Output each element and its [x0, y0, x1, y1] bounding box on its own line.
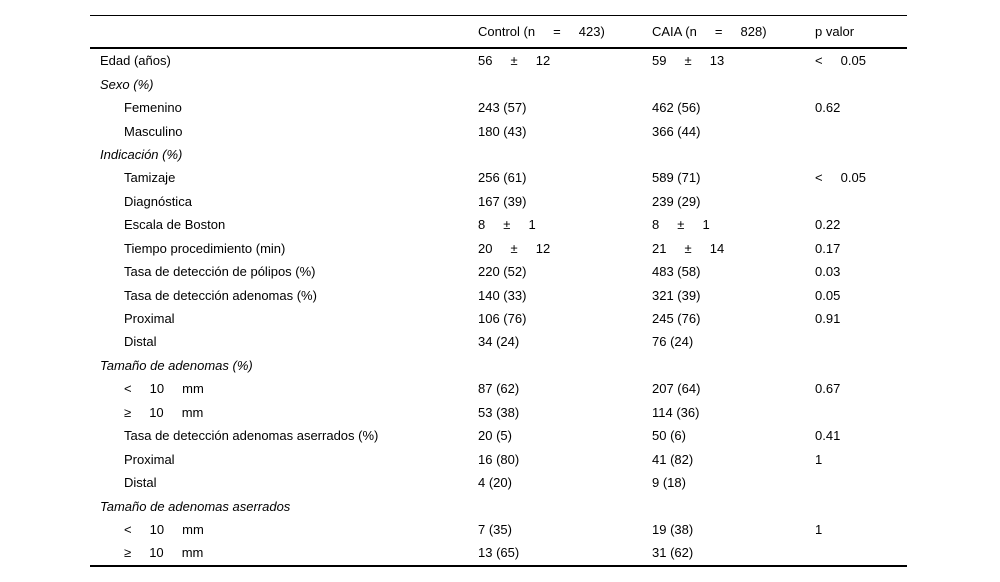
row-label: Indicación (%)	[100, 146, 183, 162]
p-value: 0.67	[815, 381, 841, 397]
row-label: Sexo (%)	[100, 76, 154, 92]
table-row: ≥ 10 mm 13 (65) 31 (62)	[90, 541, 907, 564]
caia-value: 76 (24)	[652, 334, 694, 350]
p-value: 1	[815, 521, 823, 537]
p-value: < 0.05	[815, 170, 866, 186]
table-row: Tamizaje 256 (61) 589 (71) < 0.05	[90, 166, 907, 189]
control-value: 256 (61)	[478, 170, 527, 186]
control-value: 8 ± 1	[478, 217, 536, 233]
control-value: 243 (57)	[478, 100, 527, 116]
row-label: Tamizaje	[124, 170, 176, 186]
table-row: Tamaño de adenomas aserrados	[90, 494, 907, 517]
control-value: 20 ± 12	[478, 240, 551, 256]
table-row: Distal 34 (24) 76 (24)	[90, 330, 907, 353]
caia-value: 589 (71)	[652, 170, 701, 186]
caia-value: 239 (29)	[652, 193, 701, 209]
table-row: Tamaño de adenomas (%)	[90, 354, 907, 377]
row-label: ≥ 10 mm	[124, 545, 204, 561]
table-row: Tasa de detección adenomas aserrados (%)…	[90, 424, 907, 447]
row-label: Tasa de detección adenomas (%)	[124, 287, 317, 303]
row-label: Distal	[124, 475, 157, 491]
row-label: Masculino	[124, 123, 183, 139]
control-value: 87 (62)	[478, 381, 520, 397]
row-label: Escala de Boston	[124, 217, 226, 233]
header-control-column: Control (n = 423)	[478, 24, 605, 39]
control-value: 20 (5)	[478, 428, 512, 444]
header-caia-column: CAIA (n = 828)	[652, 24, 767, 39]
caia-value: 59 ± 13	[652, 53, 725, 69]
control-value: 34 (24)	[478, 334, 520, 350]
row-label: Tamaño de adenomas (%)	[100, 357, 253, 373]
row-label: Tasa de detección adenomas aserrados (%)	[124, 428, 379, 444]
control-value: 180 (43)	[478, 123, 527, 139]
caia-value: 21 ± 14	[652, 240, 725, 256]
table-row: ≥ 10 mm 53 (38) 114 (36)	[90, 401, 907, 424]
control-value: 167 (39)	[478, 193, 527, 209]
control-value: 106 (76)	[478, 311, 527, 327]
caia-value: 462 (56)	[652, 100, 701, 116]
caia-value: 8 ± 1	[652, 217, 710, 233]
row-label: Tamaño de adenomas aserrados	[100, 498, 291, 514]
table-header-row: Control (n = 423) CAIA (n = 828) p valor	[90, 16, 907, 49]
table-row: < 10 mm 87 (62) 207 (64) 0.67	[90, 377, 907, 400]
caia-value: 366 (44)	[652, 123, 701, 139]
p-value: 0.22	[815, 217, 841, 233]
row-label: ≥ 10 mm	[124, 404, 204, 420]
control-value: 53 (38)	[478, 404, 520, 420]
table-row: Tiempo procedimiento (min) 20 ± 12 21 ± …	[90, 237, 907, 260]
row-label: Edad (años)	[100, 53, 171, 69]
p-value: 1	[815, 451, 823, 467]
row-label: Tiempo procedimiento (min)	[124, 240, 286, 256]
p-value: 0.91	[815, 311, 841, 327]
table-row: Distal 4 (20) 9 (18)	[90, 471, 907, 494]
table-row: Edad (años) 56 ± 12 59 ± 13 < 0.05	[90, 49, 907, 72]
caia-value: 19 (38)	[652, 521, 694, 537]
table-body: Edad (años) 56 ± 12 59 ± 13 < 0.05 Sexo …	[90, 49, 907, 565]
table-row: Femenino 243 (57) 462 (56) 0.62	[90, 96, 907, 119]
table-row: < 10 mm 7 (35) 19 (38) 1	[90, 518, 907, 541]
control-value: 16 (80)	[478, 451, 520, 467]
control-value: 140 (33)	[478, 287, 527, 303]
control-value: 13 (65)	[478, 545, 520, 561]
caia-value: 31 (62)	[652, 545, 694, 561]
caia-value: 483 (58)	[652, 264, 701, 280]
table-row: Proximal 16 (80) 41 (82) 1	[90, 447, 907, 470]
caia-value: 50 (6)	[652, 428, 686, 444]
caia-value: 207 (64)	[652, 381, 701, 397]
control-value: 7 (35)	[478, 521, 512, 537]
row-label: Tasa de detección de pólipos (%)	[124, 264, 316, 280]
p-value: 0.03	[815, 264, 841, 280]
control-value: 220 (52)	[478, 264, 527, 280]
table-row: Escala de Boston 8 ± 1 8 ± 1 0.22	[90, 213, 907, 236]
table-row: Diagnóstica 167 (39) 239 (29)	[90, 190, 907, 213]
p-value: 0.62	[815, 100, 841, 116]
caia-value: 41 (82)	[652, 451, 694, 467]
header-p-valor-column: p valor	[815, 24, 855, 39]
row-label: < 10 mm	[124, 521, 204, 537]
p-value: 0.41	[815, 428, 841, 444]
table-row: Masculino 180 (43) 366 (44)	[90, 119, 907, 142]
table-row: Tasa de detección adenomas (%) 140 (33) …	[90, 283, 907, 306]
row-label: Femenino	[124, 100, 182, 116]
row-label: Diagnóstica	[124, 193, 192, 209]
p-value: 0.05	[815, 287, 841, 303]
caia-value: 114 (36)	[652, 404, 700, 420]
table-row: Proximal 106 (76) 245 (76) 0.91	[90, 307, 907, 330]
table-row: Tasa de detección de pólipos (%) 220 (52…	[90, 260, 907, 283]
control-value: 56 ± 12	[478, 53, 551, 69]
table-row: Sexo (%)	[90, 72, 907, 95]
table-row: Indicación (%)	[90, 143, 907, 166]
row-label: < 10 mm	[124, 381, 204, 397]
p-value: < 0.05	[815, 53, 866, 69]
row-label: Distal	[124, 334, 157, 350]
control-value: 4 (20)	[478, 475, 512, 491]
row-label: Proximal	[124, 451, 175, 467]
caia-value: 245 (76)	[652, 311, 701, 327]
p-value: 0.17	[815, 240, 841, 256]
caia-value: 9 (18)	[652, 475, 686, 491]
caia-value: 321 (39)	[652, 287, 701, 303]
comparison-table: Control (n = 423) CAIA (n = 828) p valor…	[90, 15, 907, 567]
row-label: Proximal	[124, 311, 175, 327]
